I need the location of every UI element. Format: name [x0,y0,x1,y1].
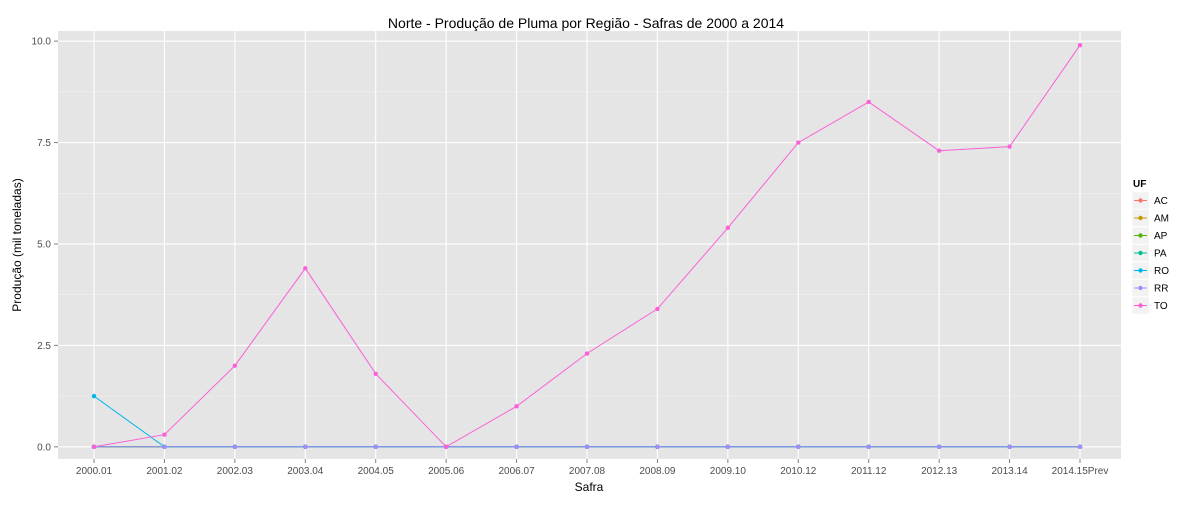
data-point [162,432,167,437]
x-tick-label: 2002.03 [217,466,254,477]
x-tick-label: 2006.07 [498,466,535,477]
data-point [725,444,731,450]
legend-key-point [1138,303,1143,308]
y-axis: 0.0 2.5 5.0 7.5 10.0 [32,37,58,453]
legend-label: AP [1154,231,1168,242]
data-point [443,444,449,450]
series-rr [91,444,1083,450]
data-point [91,393,97,399]
chart-title: Norte - Produção de Pluma por Região - S… [388,15,784,31]
x-tick-label: 2013.14 [991,466,1028,477]
legend-label: AC [1154,196,1168,207]
data-point [232,363,238,368]
data-point [91,444,97,450]
data-point [796,140,801,145]
y-tick-label: 2.5 [37,341,51,352]
legend-title: UF [1133,179,1146,190]
x-tick-label: 2005.06 [428,466,465,477]
legend-key-point [1138,233,1143,238]
data-point [866,444,871,450]
data-point [725,225,731,230]
legend-label: RO [1154,266,1169,277]
data-point [1077,444,1083,450]
legend-label: PA [1154,249,1167,260]
data-point [373,371,378,377]
x-tick-label: 2004.05 [358,466,395,477]
x-tick-label: 2010.12 [780,466,817,477]
data-point [796,444,801,450]
data-point [936,444,942,450]
data-point [514,404,519,409]
x-tick-label: 2001.02 [146,466,183,477]
x-axis: 2000.01 2001.02 2002.03 2003.04 2004.05 2005.… [76,459,1108,477]
data-point [655,444,660,450]
x-tick-label: 2009.10 [710,466,747,477]
legend-label: RR [1154,284,1168,295]
data-point [303,266,308,271]
data-point [1077,42,1083,48]
data-point [303,444,308,450]
legend-label: TO [1154,301,1168,312]
legend-item-ro: RO [1131,261,1169,280]
legend-key-point [1138,215,1143,221]
data-point [373,444,378,450]
legend-item-rr: RR [1131,279,1168,297]
x-tick-label: 2003.04 [287,466,324,477]
data-point [1007,144,1012,149]
legend-key-point [1138,198,1143,203]
legend-item-ap: AP [1131,226,1168,245]
legend-items: AC AM AP PA RO RR TO [1131,191,1169,315]
y-axis-title: Produção (mil toneladas) [10,178,24,311]
series-to [91,42,1083,450]
data-point [584,351,590,356]
data-point [1007,444,1012,450]
data-point [584,444,590,450]
major-gridlines [58,31,1121,459]
legend: UF AC AM AP PA RO RR TO [1131,179,1169,315]
x-tick-label: 2014.15Prev [1052,466,1109,477]
legend-key-point [1138,268,1143,273]
data-point [655,306,660,312]
y-tick-label: 10.0 [32,37,52,48]
legend-key-point [1138,285,1143,291]
series-layer [91,42,1083,450]
legend-item-ac: AC [1131,191,1168,210]
y-tick-label: 7.5 [37,138,51,149]
data-point [936,148,942,153]
data-point [162,444,167,450]
legend-item-to: TO [1131,296,1168,315]
plot-panel [58,31,1121,459]
legend-item-pa: PA [1131,244,1167,262]
x-tick-label: 2007.08 [569,466,606,477]
x-tick-label: 2008.09 [639,466,676,477]
legend-label: AM [1154,214,1169,225]
x-tick-label: 2012.13 [921,466,958,477]
data-point [866,99,871,105]
data-point [232,444,238,450]
legend-item-am: AM [1131,209,1169,227]
x-tick-label: 2000.01 [76,466,113,477]
legend-key-point [1138,250,1143,256]
y-tick-label: 0.0 [37,442,51,453]
x-axis-title: Safra [575,480,604,494]
data-point [514,444,519,450]
y-tick-label: 5.0 [37,239,51,250]
x-tick-label: 2011.12 [851,466,887,477]
